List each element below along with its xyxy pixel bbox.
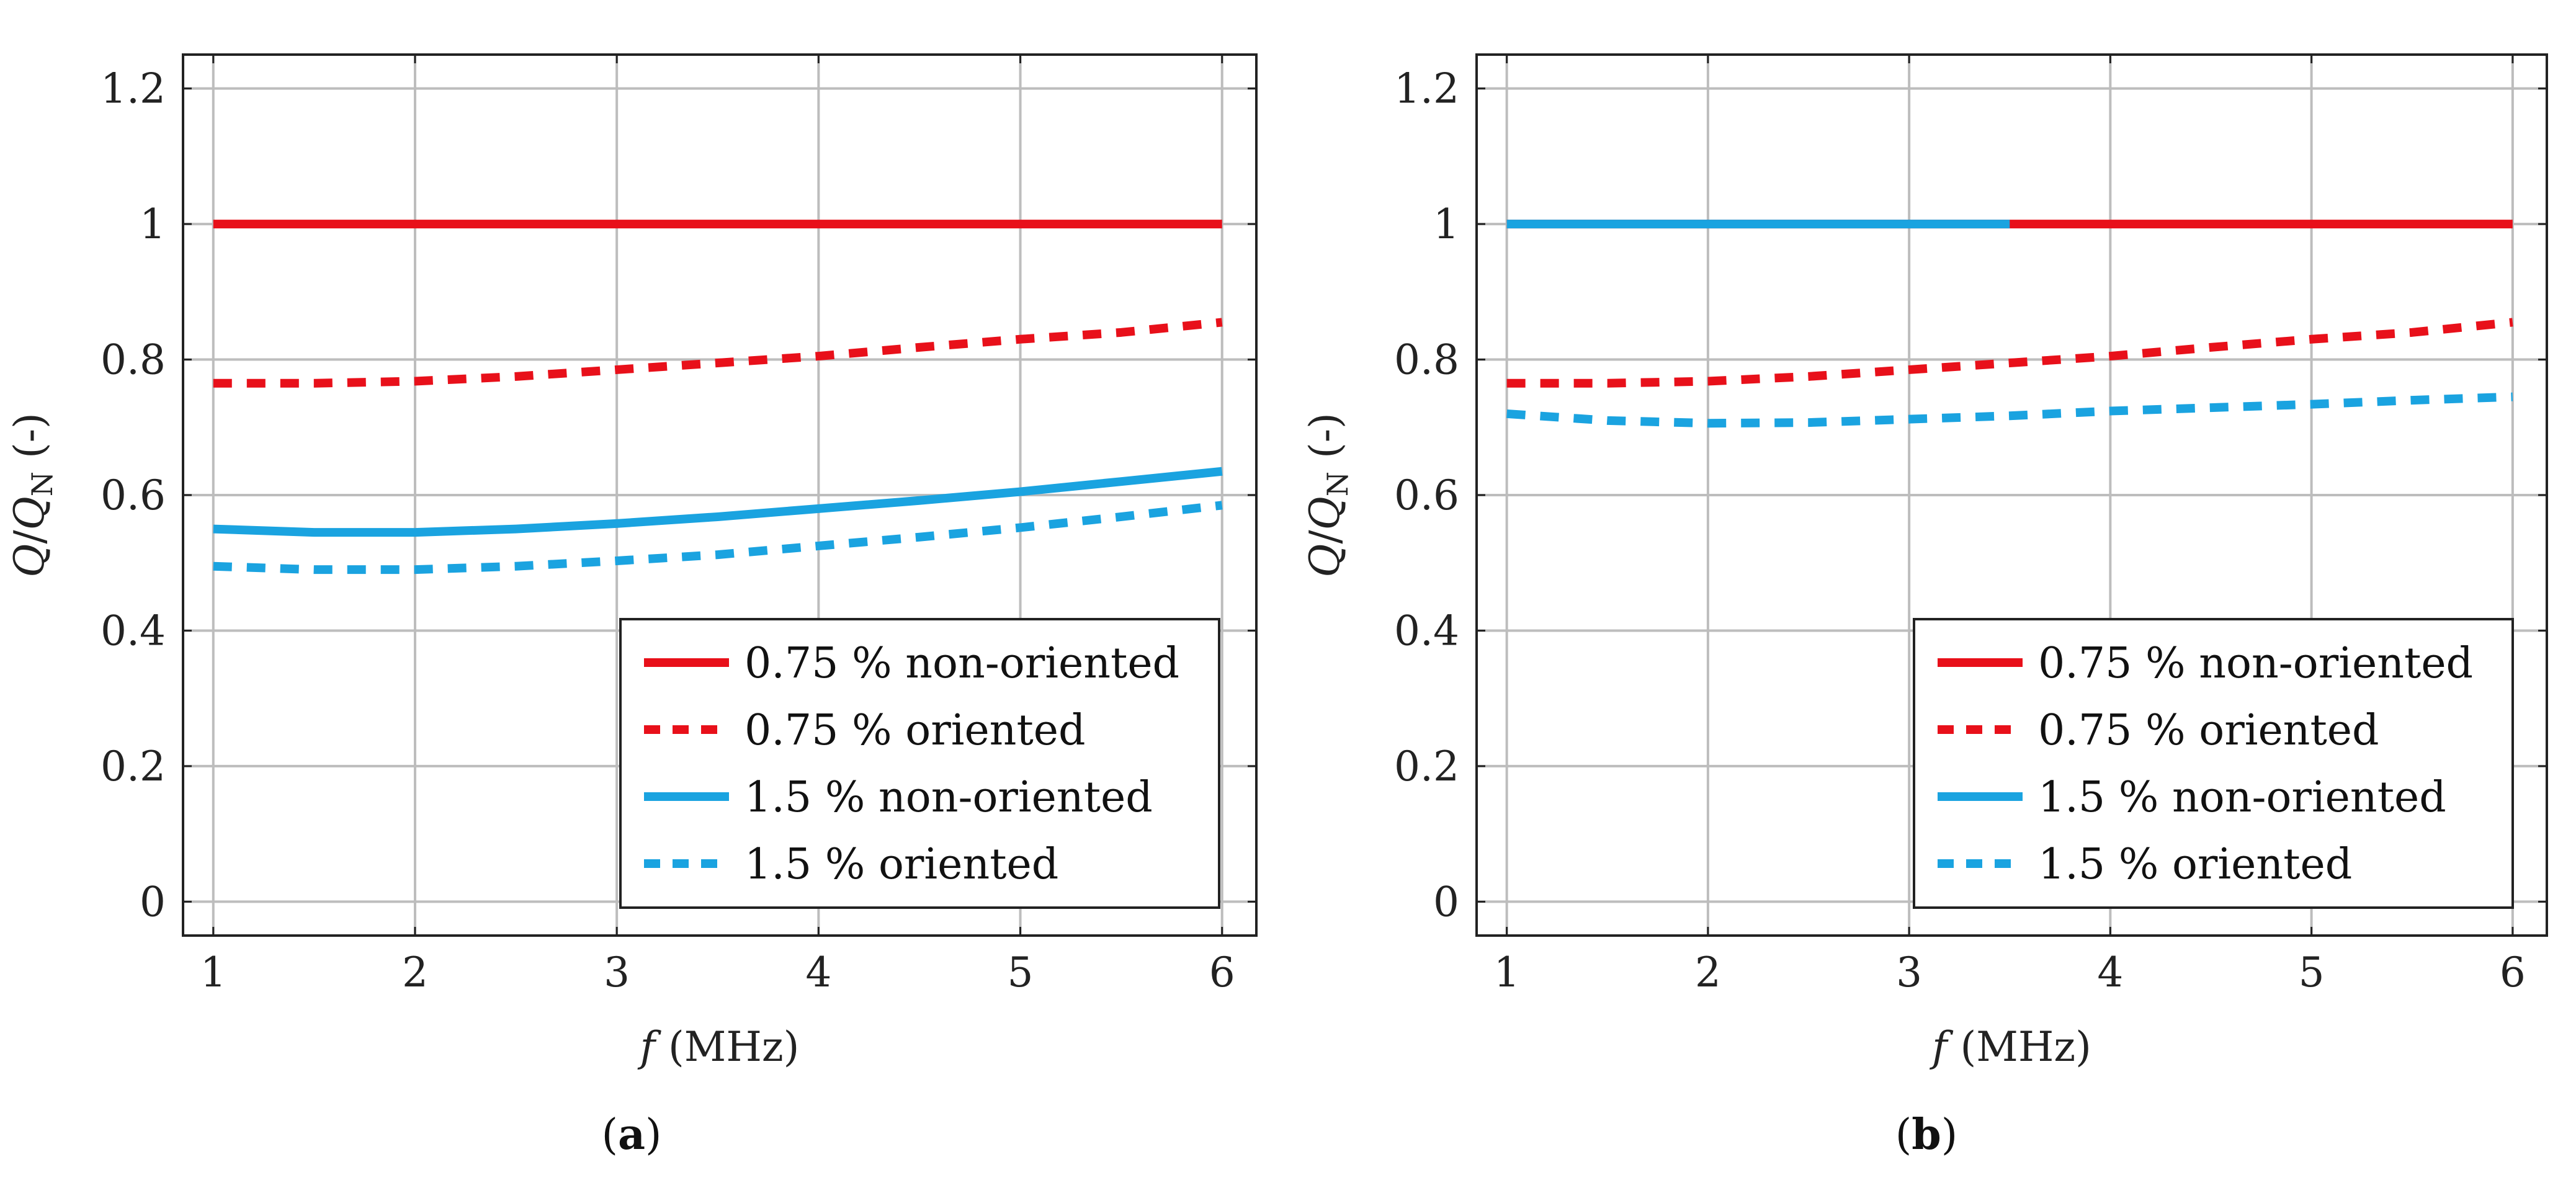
- plot-frame: [1475, 53, 2548, 937]
- legend-label: 1.5 % oriented: [745, 840, 1058, 889]
- legend-label: 0.75 % oriented: [745, 706, 1086, 755]
- y-tick-label: 1.2: [1394, 65, 1459, 113]
- x-axis-label: f (MHz): [1929, 1023, 2091, 1071]
- y-tick-label: 1: [140, 200, 166, 248]
- y-tick-label: 0.8: [1394, 336, 1459, 384]
- x-tick-label: 2: [402, 949, 428, 996]
- y-tick-label: 0: [140, 878, 166, 926]
- y-tick-label: 0: [1433, 878, 1459, 926]
- y-tick-label: 1.2: [101, 65, 166, 113]
- chart-panel-a: 1 2 3 4 5 6 0 0.2 0.4 0.6 0.8 1 1.2 0.75 % non-orient…: [6, 53, 1258, 1160]
- series-line: [1506, 318, 2513, 388]
- panel-caption: (a): [601, 1110, 661, 1160]
- y-tick-label: 0.8: [101, 336, 166, 384]
- y-tick-label: 0.2: [1394, 743, 1459, 790]
- x-tick-label: 4: [2097, 949, 2123, 996]
- x-tick-label: 6: [1209, 949, 1235, 996]
- y-axis-label: Q/QN (-): [1301, 413, 1354, 578]
- series-line: [213, 318, 1223, 388]
- y-axis-label: Q/QN (-): [6, 413, 59, 578]
- x-tick-label: 4: [805, 949, 831, 996]
- y-tick-label: 1: [1433, 200, 1459, 248]
- x-tick-label: 5: [1008, 949, 1034, 996]
- legend-label: 0.75 % oriented: [2038, 706, 2379, 755]
- legend-box: [1913, 618, 2514, 909]
- x-axis-label: f (MHz): [637, 1023, 800, 1071]
- legend-label: 0.75 % non-oriented: [2038, 639, 2473, 688]
- x-tick-label: 3: [1896, 949, 1922, 996]
- x-tick-label: 1: [200, 949, 226, 996]
- plot-frame: [182, 53, 1258, 937]
- chart-panel-b: 1 2 3 4 5 6 0 0.2 0.4 0.6 0.8 1 1.2 0.75 % non-orient…: [1301, 53, 2548, 1160]
- legend-label: 1.5 % oriented: [2038, 840, 2352, 889]
- x-tick-label: 1: [1494, 949, 1520, 996]
- y-tick-label: 0.4: [101, 607, 166, 655]
- x-tick-label: 5: [2299, 949, 2325, 996]
- y-tick-label: 0.2: [101, 743, 166, 790]
- x-tick-label: 6: [2500, 949, 2526, 996]
- x-tick-label: 3: [604, 949, 630, 996]
- series-line: [1506, 392, 2513, 428]
- y-tick-label: 0.6: [1394, 472, 1459, 519]
- y-tick-label: 0.6: [101, 472, 166, 519]
- x-tick-label: 2: [1695, 949, 1721, 996]
- legend-label: 1.5 % non-oriented: [2038, 773, 2446, 822]
- panel-caption: (b): [1895, 1110, 1958, 1160]
- series-line: [213, 501, 1223, 574]
- legend-label: 0.75 % non-oriented: [745, 639, 1179, 688]
- series-line: [213, 467, 1223, 537]
- legend-box: [619, 618, 1220, 909]
- y-tick-label: 0.4: [1394, 607, 1459, 655]
- legend-label: 1.5 % non-oriented: [745, 773, 1153, 822]
